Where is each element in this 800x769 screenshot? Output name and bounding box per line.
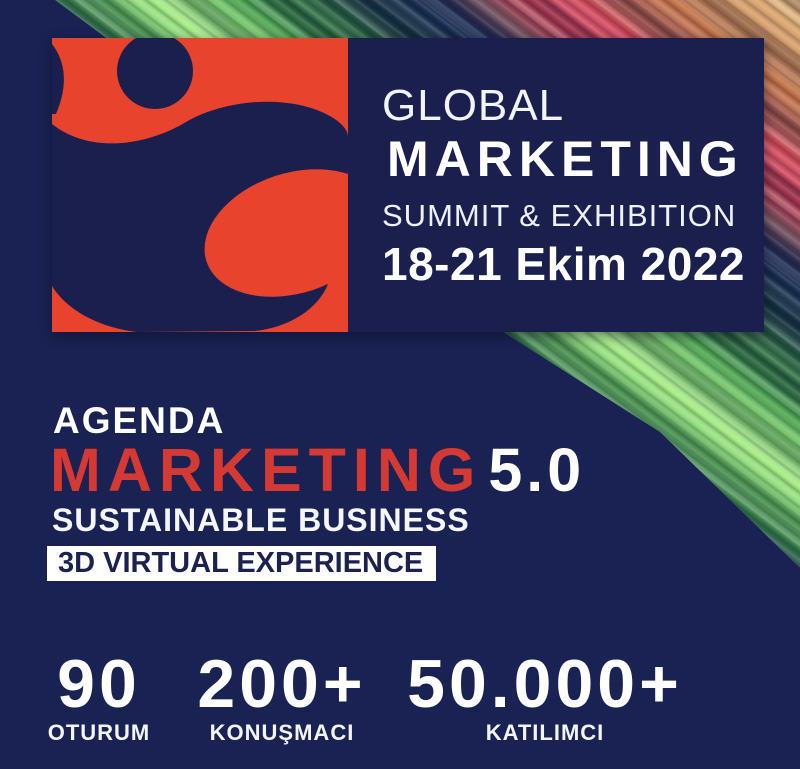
- stat-speakers-value: 200+: [197, 646, 367, 722]
- event-logo: [52, 38, 348, 332]
- stat-attendees-label: KATILIMCI: [485, 720, 605, 745]
- agenda-topic-version: 5.0: [488, 436, 586, 504]
- stat-sessions-label: OTURUM: [47, 720, 151, 745]
- logo-hole-shape: [204, 169, 348, 297]
- agenda-heading: AGENDA: [53, 400, 226, 441]
- stat-sessions: 90 OTURUM: [20, 650, 178, 744]
- stat-speakers: 200+ KONUŞMACI: [190, 650, 374, 744]
- logo-sliver-shape: [52, 44, 64, 114]
- agenda-topic-line: MARKETING5.0: [50, 440, 585, 501]
- banner-text-block: GLOBAL MARKETING SUMMIT & EXHIBITION 18-…: [52, 38, 764, 332]
- stat-attendees: 50.000+ KATILIMCI: [398, 650, 692, 744]
- banner-title-bold: MARKETING: [387, 131, 744, 187]
- agenda-subtitle: SUSTAINABLE BUSINESS: [52, 502, 470, 538]
- stat-sessions-value: 90: [57, 646, 141, 722]
- banner-dates: 18-21 Ekim 2022: [382, 238, 745, 290]
- stat-speakers-label: KONUŞMACI: [209, 720, 355, 745]
- banner-subtitle: SUMMIT & EXHIBITION: [382, 198, 737, 233]
- banner-title-light: GLOBAL: [382, 81, 565, 130]
- header-banner-card: GLOBAL MARKETING SUMMIT & EXHIBITION 18-…: [52, 38, 764, 332]
- stat-attendees-value: 50.000+: [407, 646, 683, 722]
- virtual-experience-badge-label: 3D VIRTUAL EXPERIENCE: [58, 547, 424, 579]
- logo-dot-shape: [117, 38, 193, 109]
- virtual-experience-badge: 3D VIRTUAL EXPERIENCE: [47, 546, 436, 581]
- agenda-topic-marketing: MARKETING: [50, 436, 483, 504]
